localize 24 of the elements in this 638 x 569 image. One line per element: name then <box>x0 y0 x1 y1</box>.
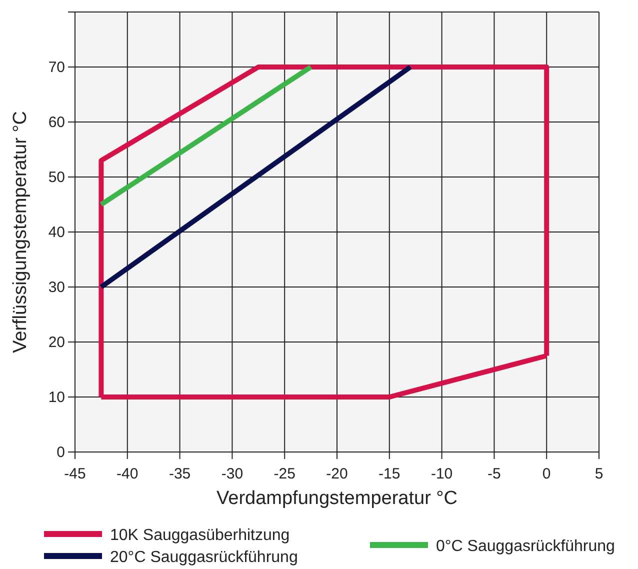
x-tick-label: -10 <box>430 466 453 482</box>
legend-label: 10K Sauggasüberhitzung <box>110 527 290 544</box>
legend-label: 20°C Sauggasrückführung <box>110 549 298 566</box>
y-tick-label: 70 <box>48 58 65 76</box>
y-axis-title: Verflüssigungstemperatur °C <box>10 110 31 354</box>
y-tick-label: 30 <box>48 278 65 296</box>
y-tick-label: 60 <box>48 114 65 131</box>
x-tick-label: -45 <box>64 466 86 482</box>
x-tick-label: -5 <box>488 466 501 482</box>
x-tick-label: -20 <box>326 466 348 482</box>
y-tick-label: 50 <box>48 168 65 186</box>
x-tick-label: -15 <box>378 466 400 482</box>
x-tick-label: -25 <box>274 466 296 482</box>
x-axis-title: Verdampfungstemperatur °C <box>216 488 458 509</box>
x-tick-label: -35 <box>168 466 191 482</box>
x-tick-label: 5 <box>594 466 604 482</box>
y-tick-label: 0 <box>56 444 65 461</box>
x-tick-label: -40 <box>116 466 138 482</box>
x-tick-label: 0 <box>542 466 551 482</box>
legend-label: 0°C Sauggasrückführung <box>436 538 615 555</box>
y-tick-label: 20 <box>48 334 65 351</box>
y-tick-label: 10 <box>48 388 65 406</box>
x-tick-label: -30 <box>221 466 244 482</box>
y-tick-label: 40 <box>48 224 65 241</box>
